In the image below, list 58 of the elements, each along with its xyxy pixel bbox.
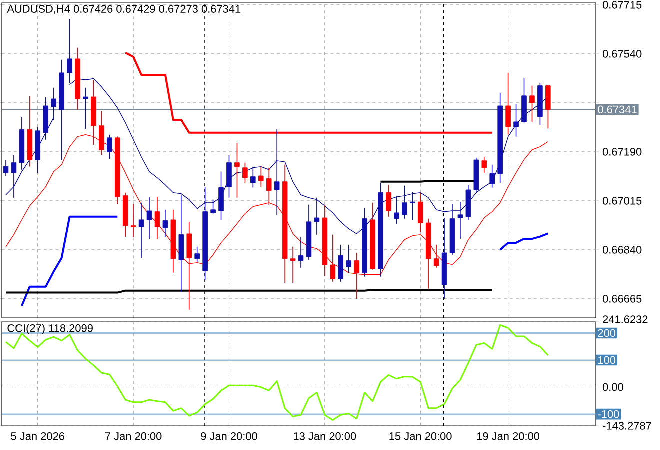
candlestick [3, 160, 9, 176]
candlestick [83, 87, 88, 130]
candlestick [346, 244, 352, 274]
candlestick [138, 202, 144, 258]
candlestick [234, 142, 240, 198]
chart-title: CCI(27) 118.2099 [8, 324, 93, 334]
candlestick [290, 246, 296, 284]
y-tick-label: 241.6232 [603, 316, 648, 324]
candlestick [514, 104, 519, 138]
candlestick [11, 154, 17, 198]
candlestick [218, 171, 224, 220]
x-tick-label: 19 Jan 20:00 [477, 432, 540, 440]
chart-title: AUDUSD,H4 0.67426 0.67429 0.67273 0.67341 [7, 5, 241, 14]
y-tick-label: -143.2787 [603, 422, 652, 430]
x-tick-label: 15 Jan 20:00 [390, 432, 452, 440]
x-tick-label: 13 Jan 20:00 [294, 432, 356, 440]
candlestick [506, 72, 511, 136]
candlestick [51, 87, 56, 120]
ref-line-label: 100 [598, 356, 616, 364]
candlestick [274, 128, 280, 216]
candlestick [242, 162, 248, 184]
candlestick [67, 18, 72, 84]
y-tick-label: 0.00 [602, 383, 624, 392]
candlestick [210, 199, 216, 214]
candlestick [418, 192, 424, 232]
candlestick [106, 134, 112, 160]
candlestick [146, 196, 152, 240]
ref-line-label: 0.67341 [598, 106, 637, 114]
candlestick [402, 185, 408, 220]
candlestick [314, 197, 320, 236]
ref-line-label: -100 [598, 410, 620, 418]
candlestick [458, 202, 464, 240]
candlestick [386, 184, 392, 218]
y-tick-label: 0.66665 [602, 295, 642, 303]
candlestick [394, 196, 400, 224]
candlestick [546, 84, 551, 130]
candlestick [154, 196, 160, 240]
candlestick [434, 244, 440, 268]
candlestick [266, 168, 272, 206]
candlestick [250, 166, 256, 188]
candlestick [130, 204, 136, 238]
x-tick-label: 5 Jan 2026 [11, 432, 64, 440]
candlestick [194, 246, 200, 262]
y-tick-label: 0.67540 [602, 50, 642, 58]
y-tick-label: 0.67190 [602, 148, 642, 156]
candlestick [162, 210, 168, 238]
candlestick [530, 85, 535, 122]
candlestick [258, 166, 264, 188]
x-tick-label: 7 Jan 20:00 [105, 432, 162, 440]
candlestick [490, 164, 495, 188]
candlestick [298, 236, 304, 268]
candlestick [338, 244, 344, 282]
y-tick-label: 0.66840 [602, 246, 642, 254]
candlestick [482, 156, 488, 174]
x-tick-label: 9 Jan 20:00 [201, 432, 258, 440]
y-tick-label: 0.67015 [602, 197, 642, 205]
y-tick-label: 0.67715 [602, 1, 642, 9]
ref-line-label: 200 [598, 329, 616, 338]
